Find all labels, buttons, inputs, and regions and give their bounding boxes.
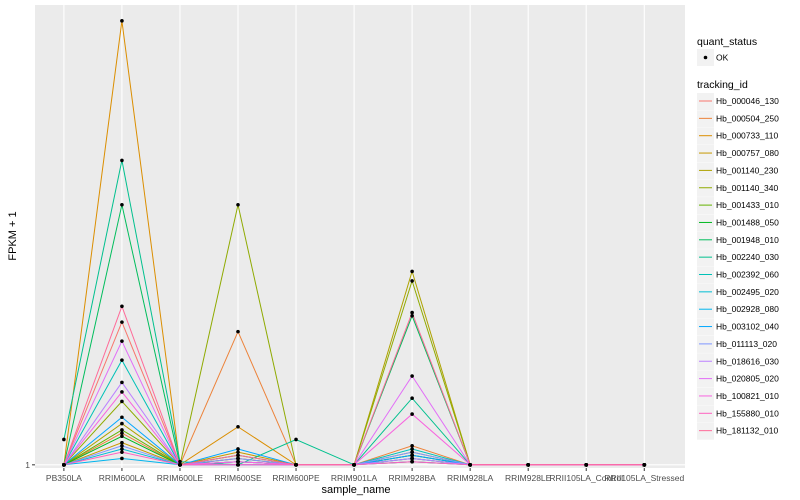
data-point [178, 463, 182, 467]
data-point [236, 456, 240, 461]
data-point [410, 444, 414, 448]
data-point [120, 415, 124, 420]
legend-series-label: Hb_000757_080 [716, 148, 779, 158]
x-tick-label: RRIM600LA [99, 473, 146, 483]
data-point [352, 463, 356, 467]
legend-series-label: Hb_001433_010 [716, 200, 779, 210]
data-point [120, 450, 124, 454]
legend: quant_status tracking_id OK Hb_000046_130… [697, 36, 779, 440]
data-point [294, 463, 298, 467]
data-point [120, 304, 124, 309]
data-point [236, 424, 240, 429]
data-point [410, 269, 414, 274]
data-point [236, 450, 240, 454]
legend-series-label: Hb_020805_020 [716, 374, 779, 384]
x-tick-label: RRIM600SE [214, 473, 262, 483]
data-point [120, 320, 124, 324]
data-point [526, 463, 530, 467]
data-point [410, 453, 414, 458]
data-point [236, 447, 240, 451]
legend-series-label: Hb_000733_110 [716, 131, 779, 141]
legend-series-label: Hb_003102_040 [716, 322, 779, 332]
data-point [468, 463, 472, 467]
data-point [410, 396, 414, 401]
x-tick-label: RRIM901LA [331, 473, 378, 483]
grid-layer [35, 5, 685, 468]
data-point [120, 421, 124, 426]
panel-background [35, 5, 685, 468]
data-point [120, 158, 124, 163]
y-tick-label: 1 [25, 460, 30, 470]
x-tick-label: PB350LA [46, 473, 82, 483]
data-point [120, 390, 124, 394]
data-point [120, 358, 124, 362]
x-tick-label: RRII105LA_Control [549, 473, 623, 483]
data-point [178, 459, 182, 464]
data-point [120, 202, 124, 207]
x-tick-label: RRIM600PE [272, 473, 320, 483]
legend-series-label: Hb_181132_010 [716, 426, 779, 436]
legend-series-label: Hb_011113_020 [716, 339, 777, 349]
legend-series-label: Hb_002928_080 [716, 304, 779, 314]
legend-series-label: Hb_002240_030 [716, 252, 779, 262]
data-point [236, 202, 240, 207]
data-point [62, 437, 66, 442]
y-axis-title: FPKM + 1 [7, 211, 19, 260]
x-axis-title: sample_name [321, 484, 390, 496]
legend-series-label: Hb_100821_010 [716, 391, 779, 401]
data-point [120, 399, 124, 404]
data-point [410, 450, 414, 454]
data-point [120, 431, 124, 435]
data-point [120, 434, 124, 439]
legend-series-label: Hb_002495_020 [716, 287, 779, 297]
data-point [120, 19, 124, 23]
x-tick-label: RRIM928LE [505, 473, 552, 483]
data-point [410, 374, 414, 378]
legend-series-label: Hb_000504_250 [716, 113, 779, 123]
data-point [410, 456, 414, 461]
data-point [236, 463, 240, 467]
legend-point-label: OK [716, 53, 729, 63]
data-point [120, 428, 124, 432]
x-tick-label: RRIM600LE [157, 473, 204, 483]
legend-series-label: Hb_002392_060 [716, 270, 779, 280]
data-point [236, 453, 240, 458]
legend-series-label: Hb_001140_340 [716, 183, 779, 193]
legend-point-key [703, 55, 708, 60]
data-point [120, 440, 124, 445]
data-point [294, 437, 298, 442]
data-point [410, 447, 414, 451]
legend-series-label: Hb_001140_230 [716, 165, 779, 175]
legend-series-label: Hb_155880_010 [716, 408, 779, 418]
x-tick-label: RRIM928LA [447, 473, 494, 483]
data-point [236, 459, 240, 464]
data-point [410, 279, 414, 283]
x-tick-label: RRIM928BA [388, 473, 436, 483]
legend-series-label: Hb_000046_130 [716, 96, 779, 106]
points-layer [62, 19, 647, 467]
data-point [120, 456, 124, 461]
legend-series-label: Hb_018616_030 [716, 356, 779, 366]
data-point [120, 444, 124, 448]
data-point [410, 313, 414, 318]
data-point [236, 329, 240, 334]
x-tick-label: RRII105LA_Stressed [604, 473, 684, 483]
data-point [120, 380, 124, 385]
axis-layer: PB350LA RRIM600LA RRIM600LE RRIM600SE RRIM60… [25, 460, 684, 483]
data-point [410, 310, 414, 315]
data-point [410, 459, 414, 464]
line-legend-title: tracking_id [697, 79, 748, 91]
data-point [120, 339, 124, 343]
data-point [642, 463, 647, 467]
legend-series-label: Hb_001948_010 [716, 235, 779, 245]
data-point [410, 412, 414, 416]
data-point [120, 447, 124, 451]
legend-series-label: Hb_001488_050 [716, 217, 779, 227]
data-point [62, 463, 66, 467]
data-point [584, 463, 589, 467]
point-legend-title: quant_status [697, 36, 757, 48]
